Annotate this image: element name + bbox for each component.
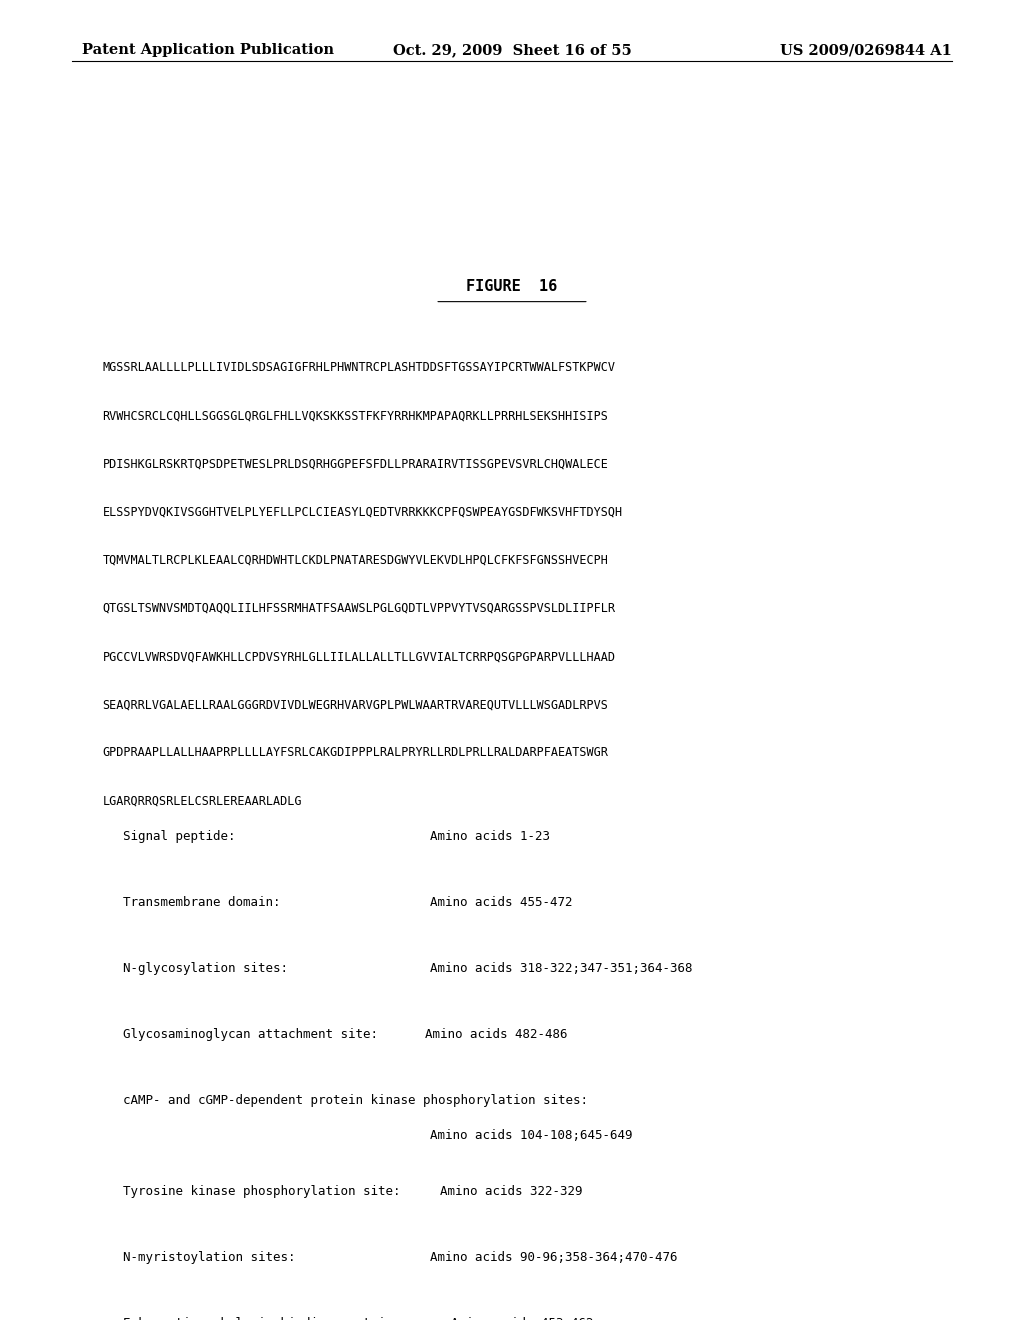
Text: FIGURE  16: FIGURE 16 <box>466 279 558 294</box>
Text: GPDPRAAPLLALLHAAPRPLLLLAYFSRLCAKGDIPPPLRALPRYRLLRDLPRLLRALDARPFAEATSWGR: GPDPRAAPLLALLHAAPRPLLLLAYFSRLCAKGDIPPPLR… <box>102 747 608 759</box>
Text: Eukaryotic cobalamin-binding proteins:: Eukaryotic cobalamin-binding proteins: <box>123 1317 408 1320</box>
Text: N-glycosylation sites:: N-glycosylation sites: <box>123 962 288 975</box>
Text: Oct. 29, 2009  Sheet 16 of 55: Oct. 29, 2009 Sheet 16 of 55 <box>392 44 632 57</box>
Text: Amino acids 1-23: Amino acids 1-23 <box>430 830 550 843</box>
Text: PGCCVLVWRSDVQFAWKHLLCPDVSYRHLGLLIILALLALLTLLGVVIALTCRRPQSGPGPARPVLLLHAAD: PGCCVLVWRSDVQFAWKHLLCPDVSYRHLGLLIILALLAL… <box>102 651 615 663</box>
Text: LGARQRRQSRLELCSRLEREAARLADLG: LGARQRRQSRLELCSRLEREAARLADLG <box>102 795 302 808</box>
Text: cAMP- and cGMP-dependent protein kinase phosphorylation sites:: cAMP- and cGMP-dependent protein kinase … <box>123 1094 588 1106</box>
Text: Amino acids 318-322;347-351;364-368: Amino acids 318-322;347-351;364-368 <box>430 962 692 975</box>
Text: QTGSLTSWNVSMDTQAQQLIILHFSSRMHATFSAAWSLPGLGQDTLVPPVYTVSQARGSSPVSLDLIIPFLR: QTGSLTSWNVSMDTQAQQLIILHFSSRMHATFSAAWSLPG… <box>102 602 615 615</box>
Text: RVWHCSRCLCQHLLSGGSGLQRGLFHLLVQKSKKSSTFKFYRRHKMPAPAQRKLLPRRHLSEKSHHISIPS: RVWHCSRCLCQHLLSGGSGLQRGLFHLLVQKSKKSSTFKF… <box>102 409 608 422</box>
Text: N-myristoylation sites:: N-myristoylation sites: <box>123 1251 295 1263</box>
Text: Amino acids 90-96;358-364;470-476: Amino acids 90-96;358-364;470-476 <box>430 1251 678 1263</box>
Text: MGSSRLAALLLLPLLLIVIDLSDSAGIGFRHLPHWNTRCPLASHTDDSFTGSSAYIPCRTWWALFSTKPWCV: MGSSRLAALLLLPLLLIVIDLSDSAGIGFRHLPHWNTRCP… <box>102 362 615 374</box>
Text: Glycosaminoglycan attachment site:: Glycosaminoglycan attachment site: <box>123 1028 378 1041</box>
Text: Amino acids 455-472: Amino acids 455-472 <box>430 896 572 909</box>
Text: Amino acids 453-462: Amino acids 453-462 <box>451 1317 593 1320</box>
Text: US 2009/0269844 A1: US 2009/0269844 A1 <box>780 44 952 57</box>
Text: Tyrosine kinase phosphorylation site:: Tyrosine kinase phosphorylation site: <box>123 1185 400 1199</box>
Text: Amino acids 104-108;645-649: Amino acids 104-108;645-649 <box>430 1129 633 1142</box>
Text: SEAQRRLVGALAELLRAALGGGRDVIVDLWEGRHVARVGPLPWLWAARTRVAREQUTVLLLWSGADLRPVS: SEAQRRLVGALAELLRAALGGGRDVIVDLWEGRHVARVGP… <box>102 698 608 711</box>
Text: Amino acids 482-486: Amino acids 482-486 <box>425 1028 567 1041</box>
Text: Amino acids 322-329: Amino acids 322-329 <box>440 1185 583 1199</box>
Text: Patent Application Publication: Patent Application Publication <box>82 44 334 57</box>
Text: PDISHKGLRSKRTQPSDPETWESLPRLDSQRHGGPEFSFDLLPRARAIRVTISSGPEVSVRLCHQWALECE: PDISHKGLRSKRTQPSDPETWESLPRLDSQRHGGPEFSFD… <box>102 458 608 470</box>
Text: ELSSPYDVQKIVSGGHTVELPLYEFLLPCLCIEASYLQEDTVRRKKKCPFQSWPEAYGSDFWKSVHFTDYSQH: ELSSPYDVQKIVSGGHTVELPLYEFLLPCLCIEASYLQED… <box>102 506 623 519</box>
Text: TQMVMALTLRCPLKLEAALCQRHDWHTLCKDLPNATARESDGWYVLEKVDLHPQLCFKFSFGNSSHVECPH: TQMVMALTLRCPLKLEAALCQRHDWHTLCKDLPNATARES… <box>102 554 608 566</box>
Text: Transmembrane domain:: Transmembrane domain: <box>123 896 281 909</box>
Text: Signal peptide:: Signal peptide: <box>123 830 236 843</box>
